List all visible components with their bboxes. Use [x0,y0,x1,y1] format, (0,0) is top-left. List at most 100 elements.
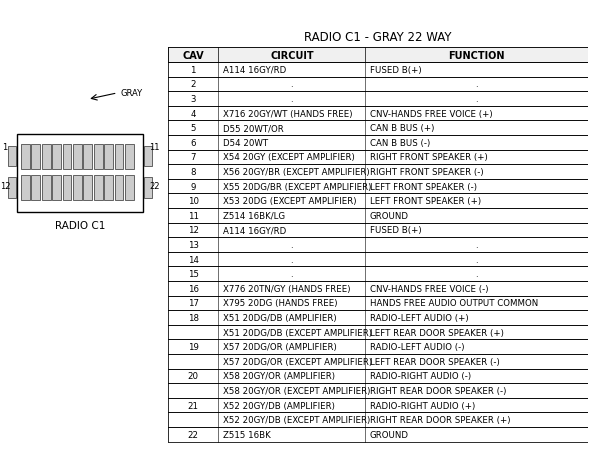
Text: 22: 22 [188,430,199,439]
Bar [168,63,588,77]
Bar [168,252,588,267]
Text: Z514 16BK/LG: Z514 16BK/LG [223,211,285,220]
Text: 18: 18 [188,313,199,322]
Text: 11: 11 [149,143,160,152]
Text: A114 16GY/RD: A114 16GY/RD [223,226,286,235]
Bar [168,398,588,412]
Text: .: . [475,80,478,89]
Text: X58 20GY/OR (EXCEPT AMPLIFIER): X58 20GY/OR (EXCEPT AMPLIFIER) [223,386,370,395]
Bar [104,144,113,169]
Text: FUSED B(+): FUSED B(+) [370,66,421,75]
Text: HANDS FREE AUDIO OUTPUT COMMON: HANDS FREE AUDIO OUTPUT COMMON [370,298,538,308]
Bar [168,179,588,194]
Text: 1: 1 [190,66,196,75]
Bar [168,339,588,354]
Bar [168,412,588,427]
Bar [17,135,143,212]
Bar [31,144,40,169]
Bar [31,175,40,200]
Text: X58 20GY/OR (AMPLIFIER): X58 20GY/OR (AMPLIFIER) [223,372,335,380]
Bar [143,147,152,167]
Text: X55 20DG/BR (EXCEPT AMPLIFIER): X55 20DG/BR (EXCEPT AMPLIFIER) [223,182,371,191]
Text: CNV-HANDS FREE VOICE (-): CNV-HANDS FREE VOICE (-) [370,284,488,293]
Bar [115,144,124,169]
Text: 7: 7 [190,153,196,162]
Text: CNV-HANDS FREE VOICE (+): CNV-HANDS FREE VOICE (+) [370,109,492,118]
Bar [8,147,16,167]
Text: 2: 2 [190,80,196,89]
Text: RIGHT FRONT SPEAKER (-): RIGHT FRONT SPEAKER (-) [370,167,483,177]
Text: 8: 8 [190,167,196,177]
Text: GROUND: GROUND [370,211,409,220]
Text: 17: 17 [188,298,199,308]
Text: RADIO-RIGHT AUDIO (-): RADIO-RIGHT AUDIO (-) [370,372,471,380]
Text: 22: 22 [149,182,160,191]
Bar [168,281,588,296]
Bar [168,165,588,179]
Text: Z515 16BK: Z515 16BK [223,430,271,439]
Text: GRAY: GRAY [121,89,143,98]
Text: FUSED B(+): FUSED B(+) [370,226,421,235]
Text: LEFT FRONT SPEAKER (+): LEFT FRONT SPEAKER (+) [370,197,481,206]
Bar [168,369,588,383]
Text: X52 20GY/DB (EXCEPT AMPLIFIER): X52 20GY/DB (EXCEPT AMPLIFIER) [223,415,370,424]
Text: FUNCTION: FUNCTION [448,51,505,61]
Bar [73,144,82,169]
Bar [168,92,588,106]
Text: D55 20WT/OR: D55 20WT/OR [223,124,283,133]
Text: LEFT FRONT SPEAKER (-): LEFT FRONT SPEAKER (-) [370,182,476,191]
Text: .: . [290,95,293,104]
Text: A114 16GY/RD: A114 16GY/RD [223,66,286,75]
Text: .: . [475,240,478,249]
Text: X716 20GY/WT (HANDS FREE): X716 20GY/WT (HANDS FREE) [223,109,352,118]
Text: .: . [290,240,293,249]
Text: 19: 19 [188,343,199,351]
Text: 4: 4 [190,109,196,118]
Bar [125,144,134,169]
Text: 13: 13 [188,240,199,249]
Bar [168,427,588,441]
Text: 5: 5 [190,124,196,133]
Text: RIGHT REAR DOOR SPEAKER (-): RIGHT REAR DOOR SPEAKER (-) [370,386,506,395]
Bar [94,175,103,200]
Text: RADIO-LEFT AUDIO (+): RADIO-LEFT AUDIO (+) [370,313,468,322]
Text: LEFT REAR DOOR SPEAKER (-): LEFT REAR DOOR SPEAKER (-) [370,357,499,366]
Text: X795 20DG (HANDS FREE): X795 20DG (HANDS FREE) [223,298,337,308]
Bar [168,208,588,223]
Text: RIGHT FRONT SPEAKER (+): RIGHT FRONT SPEAKER (+) [370,153,487,162]
Text: 11: 11 [188,211,199,220]
Bar [94,144,103,169]
Text: X51 20DG/DB (EXCEPT AMPLIFIER): X51 20DG/DB (EXCEPT AMPLIFIER) [223,328,371,337]
Bar [52,175,61,200]
Text: 1: 1 [2,143,8,152]
Text: 10: 10 [188,197,199,206]
Bar [168,354,588,369]
Text: X57 20DG/OR (AMPLIFIER): X57 20DG/OR (AMPLIFIER) [223,343,337,351]
Text: X776 20TN/GY (HANDS FREE): X776 20TN/GY (HANDS FREE) [223,284,350,293]
Text: RADIO-LEFT AUDIO (-): RADIO-LEFT AUDIO (-) [370,343,464,351]
Text: RIGHT REAR DOOR SPEAKER (+): RIGHT REAR DOOR SPEAKER (+) [370,415,510,424]
Bar [21,144,30,169]
Bar [8,177,16,198]
Bar [168,310,588,325]
Text: RADIO-RIGHT AUDIO (+): RADIO-RIGHT AUDIO (+) [370,401,475,410]
Text: CIRCUIT: CIRCUIT [270,51,314,61]
Bar [168,106,588,121]
Bar [168,48,588,63]
Text: LEFT REAR DOOR SPEAKER (+): LEFT REAR DOOR SPEAKER (+) [370,328,503,337]
Text: X53 20DG (EXCEPT AMPLIFIER): X53 20DG (EXCEPT AMPLIFIER) [223,197,356,206]
Bar [62,144,71,169]
Bar [168,136,588,150]
Bar [168,121,588,136]
Bar [168,325,588,339]
Text: X52 20GY/DB (AMPLIFIER): X52 20GY/DB (AMPLIFIER) [223,401,334,410]
Bar [83,144,92,169]
Bar [115,175,124,200]
Text: X57 20DG/OR (EXCEPT AMPLIFIER): X57 20DG/OR (EXCEPT AMPLIFIER) [223,357,372,366]
Text: 15: 15 [188,269,199,278]
Text: 21: 21 [188,401,199,410]
Text: .: . [290,255,293,264]
Bar [168,238,588,252]
Bar [21,175,30,200]
Bar [104,175,113,200]
